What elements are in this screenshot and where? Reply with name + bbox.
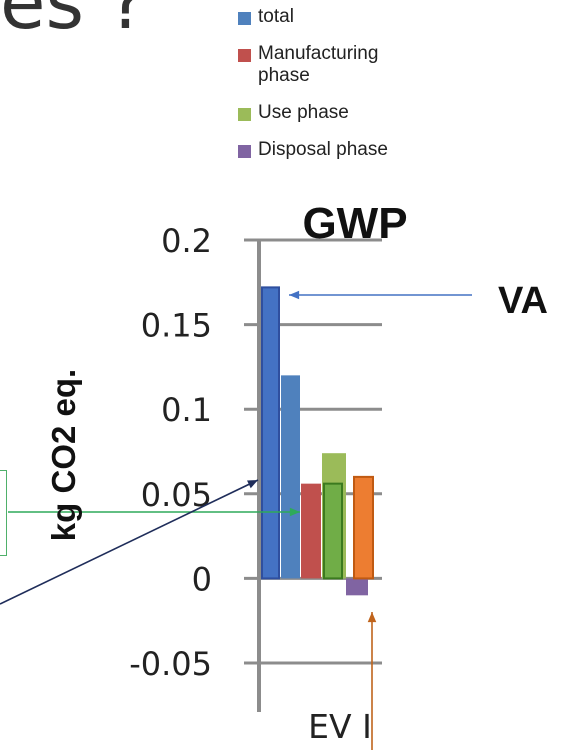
axis-layer: 0.20.150.10.050-0.05 bbox=[129, 222, 261, 712]
bar-disposal-phase bbox=[346, 578, 368, 596]
y-tick-label: -0.05 bbox=[129, 645, 212, 683]
legend-label-disposal: Disposal phase bbox=[258, 139, 388, 160]
y-tick-label: 0.1 bbox=[161, 391, 212, 429]
bar-total bbox=[281, 375, 300, 579]
x-category-label: EV I bbox=[308, 707, 372, 746]
y-tick-label: 0.15 bbox=[141, 307, 212, 345]
bar-layer bbox=[261, 286, 374, 596]
bar-va-total bbox=[261, 286, 280, 580]
legend-swatch-use bbox=[238, 108, 251, 121]
header-text: es ? bbox=[0, 0, 147, 46]
bar-use-phase bbox=[323, 482, 343, 580]
partial-annotation-box bbox=[0, 470, 7, 556]
chart-title: GWP bbox=[302, 199, 407, 248]
legend-label-manufacturing: Manufacturing phase bbox=[258, 43, 379, 86]
legend-item-manufacturing: Manufacturing phase bbox=[238, 43, 408, 87]
y-tick-label: 0.2 bbox=[161, 222, 212, 260]
arrow-layer bbox=[0, 290, 472, 750]
green-arrow bbox=[8, 507, 300, 517]
va-arrow bbox=[289, 290, 472, 300]
navy-arrow bbox=[0, 479, 259, 605]
bar-unlabeled bbox=[353, 475, 374, 580]
header-partial-text: es ? bbox=[0, 0, 147, 46]
legend-swatch-total bbox=[238, 12, 251, 25]
legend-label-total: total bbox=[258, 6, 294, 27]
chart-legend: total Manufacturing phase Use phase Disp… bbox=[238, 6, 438, 176]
va-annotation-label: VA bbox=[498, 280, 548, 322]
legend-item-disposal: Disposal phase bbox=[238, 139, 438, 161]
legend-item-total: total bbox=[238, 6, 438, 28]
y-axis-label: kg CO2 eq. bbox=[45, 369, 82, 541]
legend-label-use: Use phase bbox=[258, 102, 349, 123]
legend-item-use: Use phase bbox=[238, 102, 438, 124]
bar-manufacturing-phase bbox=[301, 483, 321, 579]
legend-swatch-manufacturing bbox=[238, 49, 251, 62]
orange-arrow bbox=[367, 612, 377, 750]
y-tick-label: 0 bbox=[192, 560, 212, 598]
legend-swatch-disposal bbox=[238, 145, 251, 158]
